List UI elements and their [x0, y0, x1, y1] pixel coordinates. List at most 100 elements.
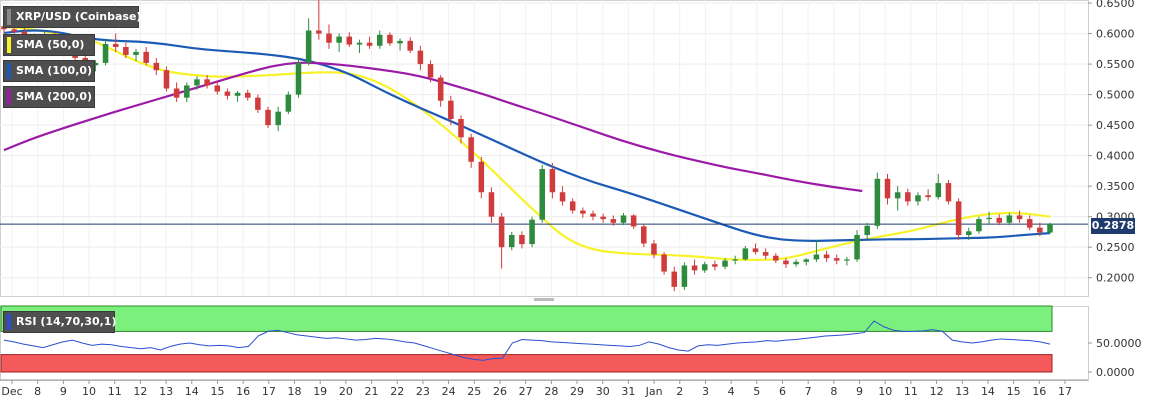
candle-body [732, 259, 738, 261]
legend-sma200[interactable]: SMA (200,0) [3, 86, 95, 108]
candle-body [346, 36, 353, 45]
price-tick-label: 0.5000 [1096, 89, 1135, 102]
candle-body [123, 46, 129, 55]
rsi-tick-label: 50.0000 [1096, 337, 1142, 350]
candle-body [295, 62, 302, 95]
candle-body [102, 43, 109, 63]
candle-body [691, 265, 698, 271]
candle-body [224, 91, 231, 96]
price-axis: 0.20000.25000.30000.35000.40000.45000.50… [1088, 0, 1135, 285]
candle-body [163, 70, 170, 89]
time-tick-label: 15 [1007, 385, 1021, 398]
candle-body [366, 42, 373, 46]
candle-body [549, 169, 556, 193]
candle-body [773, 255, 779, 261]
candle-body [214, 85, 221, 92]
candle-body [945, 183, 952, 202]
time-tick-label: 10 [82, 385, 96, 398]
price-tick-label: 0.6000 [1096, 28, 1135, 41]
candle-body [356, 42, 363, 45]
time-tick-label: 16 [236, 385, 250, 398]
time-tick-label: 17 [1058, 385, 1072, 398]
candle-body [316, 30, 322, 34]
candle-body [752, 248, 759, 253]
candle-body [133, 51, 139, 55]
candle-body [92, 62, 99, 66]
time-tick-label: 13 [159, 385, 173, 398]
time-tick-label: 14 [185, 385, 199, 398]
time-tick-label: 20 [339, 385, 353, 398]
time-tick-label: 11 [108, 385, 122, 398]
legend-symbol[interactable]: XRP/USD (Coinbase) [3, 6, 142, 28]
time-tick-label: 4 [728, 385, 735, 398]
candle-body [1037, 227, 1043, 233]
price-tick-label: 0.2500 [1096, 241, 1135, 254]
legend-sma200-label: SMA (200,0) [16, 90, 93, 103]
legend-rsi[interactable]: RSI (14,70,30,1) [3, 311, 116, 333]
legend-sma50[interactable]: SMA (50,0) [3, 34, 95, 56]
candle-body [894, 192, 901, 199]
candle-body [620, 215, 627, 223]
candle-body [793, 261, 799, 265]
time-tick-label: 3 [702, 385, 709, 398]
time-tick-label: 16 [1032, 385, 1046, 398]
time-tick-label: 26 [493, 385, 507, 398]
candle-body [874, 178, 881, 226]
candle-body [509, 234, 515, 248]
legend-sma100[interactable]: SMA (100,0) [3, 60, 95, 82]
time-tick-label: 9 [60, 385, 67, 398]
candle-body [1016, 215, 1023, 220]
candle-body [823, 254, 830, 259]
candle-body [11, 29, 17, 32]
candle-body [437, 77, 444, 101]
candle-body [244, 92, 251, 98]
candle-body [976, 219, 982, 232]
price-tick-label: 0.3500 [1096, 180, 1135, 193]
candle-body [458, 119, 464, 138]
candle-body [184, 85, 190, 98]
candle-body [884, 178, 891, 199]
candle-body [661, 254, 667, 272]
candle-body [722, 260, 728, 267]
candle-body [427, 64, 434, 78]
time-tick-label: 31 [621, 385, 635, 398]
candle-body [915, 195, 921, 202]
sma-lines [0, 25, 1088, 261]
time-tick-label: 14 [981, 385, 995, 398]
time-tick-label: 2 [676, 385, 683, 398]
candle-body [569, 201, 576, 211]
candle-body [153, 62, 160, 71]
candle-body [417, 50, 424, 65]
candle-body [610, 219, 617, 223]
candle-body [580, 210, 586, 214]
legend-sma50-swatch [7, 37, 11, 53]
candle-body [671, 271, 678, 287]
time-tick-label: 17 [262, 385, 276, 398]
legend-sma200-swatch [7, 89, 11, 105]
time-tick-label: 19 [313, 385, 327, 398]
legend-sma100-swatch [7, 63, 11, 79]
candle-body [112, 43, 119, 47]
last-price-tag: 0.2878 [1091, 218, 1135, 234]
candle-body [275, 111, 281, 126]
sma-200-line [3, 61, 863, 193]
candle-body [265, 109, 271, 126]
sma-100-line [3, 29, 1051, 242]
candle-body [925, 195, 931, 198]
time-tick-label: 12 [133, 385, 147, 398]
panel-resize-handle [534, 298, 554, 301]
candle-body [255, 97, 261, 110]
candle-body [955, 201, 962, 235]
candle-body [285, 94, 292, 112]
candle-body [143, 51, 149, 63]
price-tick-label: 0.4000 [1096, 150, 1135, 163]
legend-sma100-label: SMA (100,0) [16, 64, 93, 77]
candle-body [1047, 223, 1053, 233]
candle-body [173, 88, 180, 98]
legend-sma50-label: SMA (50,0) [16, 38, 85, 51]
time-tick-label: 24 [442, 385, 456, 398]
price-panel-frame [0, 0, 1089, 297]
legend-symbol-label: XRP/USD (Coinbase) [16, 10, 142, 23]
candle-body [407, 40, 413, 51]
